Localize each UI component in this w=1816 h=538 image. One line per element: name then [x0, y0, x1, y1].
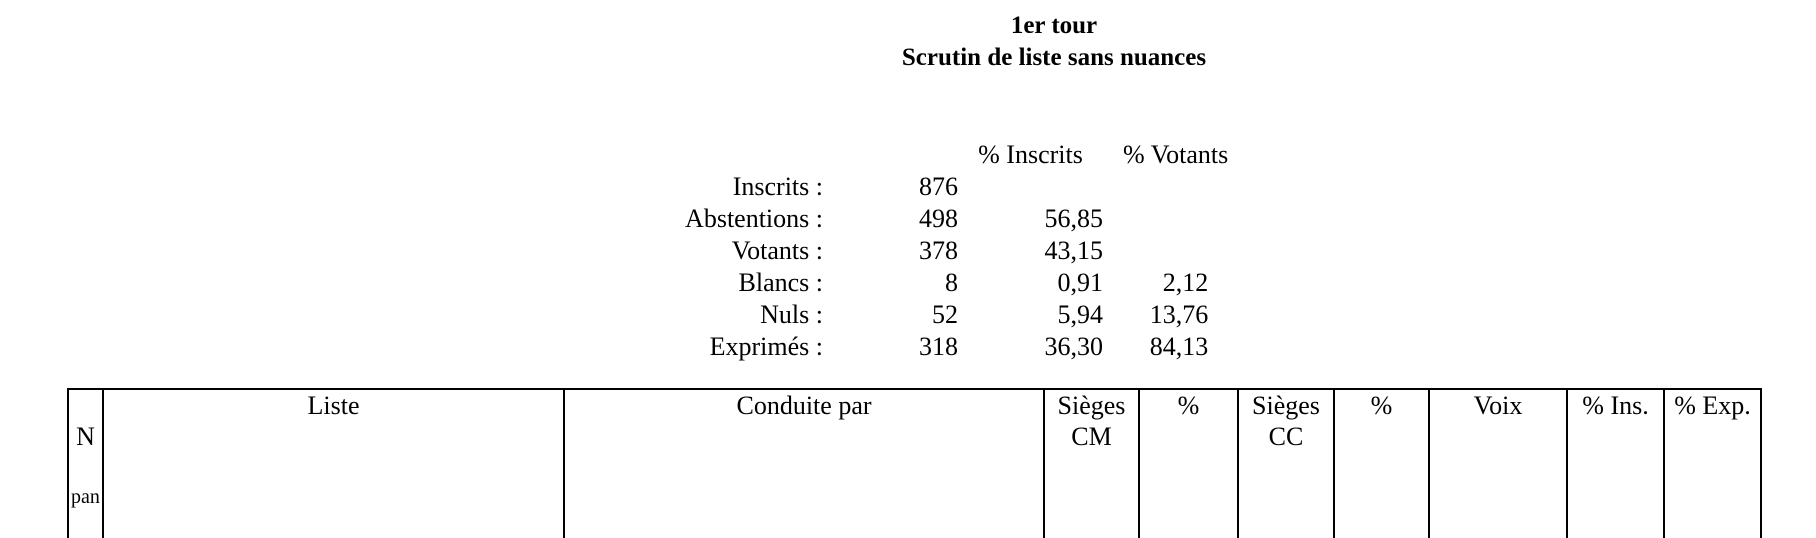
summary-row-exprimes: Exprimés : 318 36,30 84,13: [600, 331, 1209, 363]
summary-header-pct-inscrits: % Inscrits: [978, 140, 1083, 169]
summary-pct-votants: 84,13: [1149, 332, 1209, 361]
summary-pct-votants: 13,76: [1149, 300, 1209, 329]
col-header-conduite-par: Conduite par: [563, 388, 1045, 538]
summary-label: Nuls :: [760, 300, 823, 329]
summary-header-spacer: [823, 139, 958, 171]
summary-pct-inscrits: 5,94: [1057, 300, 1104, 329]
round-title: 1er tour: [1010, 12, 1098, 39]
summary-pct-inscrits: [958, 171, 1103, 203]
col-header-pct-cm: %: [1138, 388, 1239, 538]
summary-label: Inscrits :: [732, 172, 823, 201]
summary-row-votants: Votants : 378 43,15: [600, 235, 1208, 267]
col-header-n: N: [76, 422, 95, 451]
summary-label: Exprimés :: [709, 332, 823, 361]
summary-pct-votants: [1103, 203, 1208, 235]
summary-label: Votants :: [731, 236, 823, 265]
summary-row-abstentions: Abstentions : 498 56,85: [600, 203, 1208, 235]
summary-header-spacer: [600, 139, 823, 171]
col-header-pan: pan: [71, 486, 100, 508]
summary-label: Blancs :: [738, 268, 824, 297]
summary-header-pct-votants-cell: % Votants: [1103, 139, 1228, 171]
summary-pct-inscrits: 0,91: [1057, 268, 1104, 297]
summary-value: 52: [932, 300, 958, 329]
summary-pct-votants: [1103, 235, 1208, 267]
summary-label: Abstentions :: [685, 204, 823, 233]
summary-row-nuls: Nuls : 52 5,94 13,76: [600, 299, 1208, 331]
col-header-sieges-cc: Sièges CC: [1237, 388, 1335, 538]
page-title: 1er tour Scrutin de liste sans nuances: [902, 10, 1206, 74]
col-header-n-pan: N pan: [67, 388, 104, 538]
summary-value: 876: [919, 172, 958, 201]
summary-value: 378: [919, 236, 958, 265]
summary-pct-votants: [1103, 171, 1208, 203]
col-header-sieges-cm: Sièges CM: [1043, 388, 1140, 538]
summary-value: 318: [919, 332, 958, 361]
ballot-type-subtitle: Scrutin de liste sans nuances: [901, 44, 1207, 71]
summary-row-blancs: Blancs : 8 0,91 2,12: [600, 267, 1209, 299]
col-header-liste: Liste: [102, 388, 565, 538]
results-table: N pan Liste Conduite par Sièges CM % Siè…: [67, 388, 1762, 538]
summary-value: 498: [919, 204, 958, 233]
summary-pct-votants: 2,12: [1162, 268, 1209, 297]
col-header-pct-ins: % Ins.: [1566, 388, 1665, 538]
summary-row-inscrits: Inscrits : 876: [600, 171, 1208, 203]
summary-pct-inscrits: 36,30: [1044, 332, 1104, 361]
col-header-pct-cc: %: [1333, 388, 1430, 538]
summary-value: 8: [945, 268, 958, 297]
col-header-voix: Voix: [1428, 388, 1568, 538]
results-header-row: N pan Liste Conduite par Sièges CM % Siè…: [67, 388, 1762, 538]
summary-header-row: % Inscrits % Votants: [600, 139, 1228, 171]
col-header-pct-exp: % Exp.: [1663, 388, 1762, 538]
participation-summary-table: % Inscrits % Votants Inscrits : 876 Abst…: [600, 139, 1228, 363]
summary-header-pct-votants: % Votants: [1123, 140, 1229, 169]
summary-pct-inscrits: 56,85: [1044, 204, 1104, 233]
summary-pct-inscrits: 43,15: [1044, 236, 1104, 265]
